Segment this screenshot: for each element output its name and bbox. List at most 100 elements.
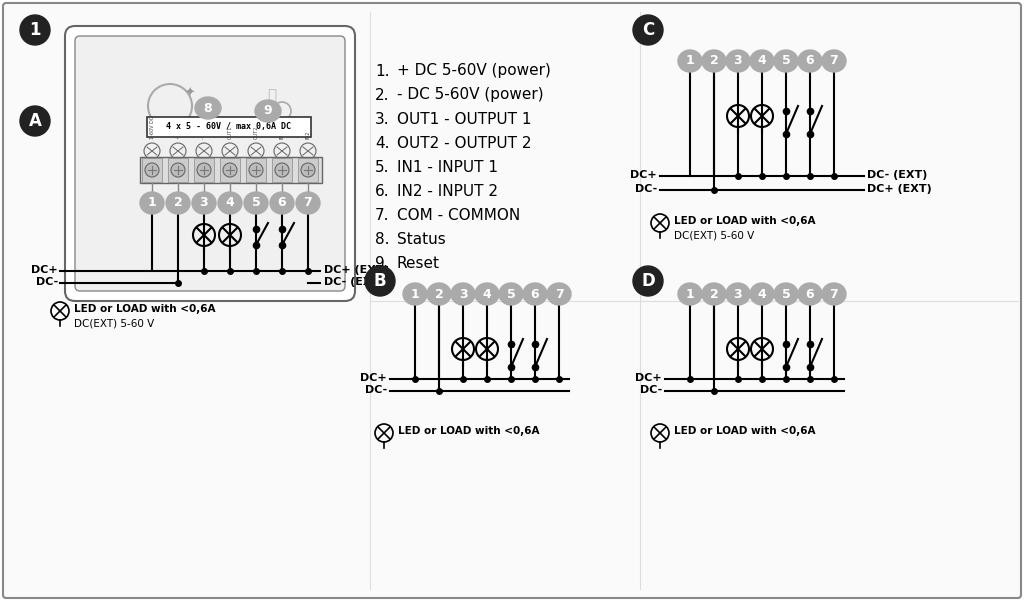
- Bar: [142, 158, 162, 182]
- Ellipse shape: [427, 283, 451, 305]
- Text: 9: 9: [264, 105, 272, 118]
- Text: 9.: 9.: [375, 255, 389, 270]
- Text: 2: 2: [174, 197, 182, 210]
- Ellipse shape: [702, 50, 726, 72]
- Text: DC+: DC+: [635, 373, 662, 383]
- Bar: [168, 158, 188, 182]
- Text: 2.: 2.: [375, 88, 389, 103]
- Text: DC-: DC-: [635, 184, 657, 194]
- Text: 8: 8: [204, 102, 212, 115]
- Text: LED or LOAD with <0,6A: LED or LOAD with <0,6A: [398, 426, 540, 436]
- Circle shape: [249, 163, 263, 177]
- Text: 2: 2: [434, 287, 443, 300]
- Text: OUT1: OUT1: [227, 126, 232, 139]
- Text: 1.: 1.: [375, 64, 389, 79]
- Text: 3: 3: [733, 287, 742, 300]
- Ellipse shape: [166, 192, 190, 214]
- Text: 4: 4: [482, 287, 492, 300]
- Ellipse shape: [255, 100, 281, 122]
- Ellipse shape: [726, 283, 750, 305]
- Ellipse shape: [296, 192, 319, 214]
- Text: DC+: DC+: [360, 373, 387, 383]
- Text: DC+: DC+: [32, 265, 58, 275]
- Text: 4: 4: [225, 197, 234, 210]
- Ellipse shape: [798, 50, 822, 72]
- Ellipse shape: [774, 283, 798, 305]
- Ellipse shape: [702, 283, 726, 305]
- Bar: [194, 158, 214, 182]
- Text: D: D: [641, 272, 655, 290]
- Circle shape: [197, 163, 211, 177]
- Ellipse shape: [750, 283, 774, 305]
- Circle shape: [145, 163, 159, 177]
- Ellipse shape: [822, 283, 846, 305]
- Text: 4.: 4.: [375, 135, 389, 150]
- Bar: [298, 158, 318, 182]
- Text: OUT2 - OUTPUT 2: OUT2 - OUTPUT 2: [397, 135, 531, 150]
- Text: 5: 5: [252, 197, 260, 210]
- Text: 7: 7: [829, 287, 839, 300]
- Ellipse shape: [270, 192, 294, 214]
- Text: DC- (EXT): DC- (EXT): [324, 277, 384, 287]
- Ellipse shape: [195, 97, 221, 119]
- Circle shape: [365, 266, 395, 296]
- Text: 1: 1: [411, 287, 420, 300]
- Text: 3: 3: [459, 287, 467, 300]
- Text: 5.: 5.: [375, 159, 389, 174]
- Text: A: A: [29, 112, 41, 130]
- Text: Reset: Reset: [397, 255, 440, 270]
- Ellipse shape: [193, 192, 216, 214]
- Text: DC(EXT) 5-60 V: DC(EXT) 5-60 V: [74, 318, 155, 328]
- Text: ✦: ✦: [184, 87, 196, 100]
- Ellipse shape: [726, 50, 750, 72]
- Text: IN: IN: [280, 134, 285, 139]
- Text: + DC 5-60V (power): + DC 5-60V (power): [397, 64, 551, 79]
- Text: 5: 5: [781, 55, 791, 67]
- Ellipse shape: [750, 50, 774, 72]
- Text: LED or LOAD with <0,6A: LED or LOAD with <0,6A: [674, 216, 815, 226]
- Text: 4 x 5 - 60V / max 0,6A DC: 4 x 5 - 60V / max 0,6A DC: [167, 123, 292, 132]
- Circle shape: [633, 266, 663, 296]
- Text: 5: 5: [781, 287, 791, 300]
- Ellipse shape: [403, 283, 427, 305]
- Ellipse shape: [499, 283, 523, 305]
- Text: OUT2: OUT2: [254, 126, 258, 139]
- Ellipse shape: [244, 192, 268, 214]
- Ellipse shape: [475, 283, 499, 305]
- Text: 2: 2: [710, 287, 719, 300]
- Text: +: +: [175, 135, 180, 139]
- Text: 1: 1: [686, 55, 694, 67]
- Text: IN1 - INPUT 1: IN1 - INPUT 1: [397, 159, 498, 174]
- Text: Status: Status: [397, 231, 445, 246]
- FancyBboxPatch shape: [65, 26, 355, 301]
- Circle shape: [633, 15, 663, 45]
- Text: 5: 5: [507, 287, 515, 300]
- Text: DC- (EXT): DC- (EXT): [867, 170, 928, 180]
- Bar: [272, 158, 292, 182]
- Text: 7: 7: [555, 287, 563, 300]
- Text: 1-60V DC: 1-60V DC: [150, 116, 155, 139]
- FancyBboxPatch shape: [147, 117, 311, 137]
- Text: 1: 1: [147, 197, 157, 210]
- Text: 8.: 8.: [375, 231, 389, 246]
- Text: 4: 4: [758, 55, 766, 67]
- Text: ✋: ✋: [267, 88, 276, 103]
- Text: 6: 6: [806, 55, 814, 67]
- Text: -: -: [202, 137, 207, 139]
- Text: DC-: DC-: [36, 277, 58, 287]
- Text: DC-: DC-: [640, 385, 662, 395]
- Text: DC-: DC-: [365, 385, 387, 395]
- Ellipse shape: [822, 50, 846, 72]
- Text: - DC 5-60V (power): - DC 5-60V (power): [397, 88, 544, 103]
- Text: 3: 3: [733, 55, 742, 67]
- Ellipse shape: [774, 50, 798, 72]
- Text: 7.: 7.: [375, 207, 389, 222]
- Circle shape: [20, 15, 50, 45]
- Ellipse shape: [218, 192, 242, 214]
- Text: 3: 3: [200, 197, 208, 210]
- FancyBboxPatch shape: [75, 36, 345, 291]
- Text: IN2: IN2: [305, 130, 310, 139]
- Text: OUT1 - OUTPUT 1: OUT1 - OUTPUT 1: [397, 112, 531, 126]
- Text: DC(EXT) 5-60 V: DC(EXT) 5-60 V: [674, 230, 755, 240]
- Text: 1: 1: [686, 287, 694, 300]
